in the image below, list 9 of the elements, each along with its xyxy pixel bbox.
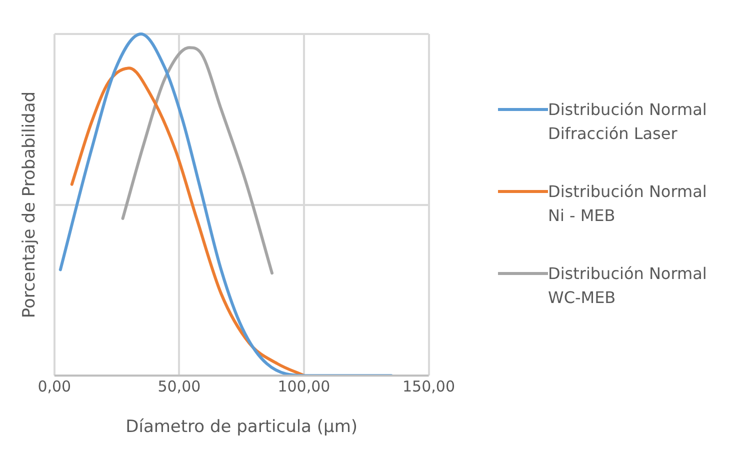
legend-label: Distribución Normal Ni - MEB (548, 181, 708, 227)
x-tick-label: 100,00 (278, 377, 330, 396)
x-tick-label: 150,00 (402, 377, 456, 396)
x-tick-label: 0,00 (38, 377, 72, 396)
y-axis-title: Porcentaje de Probabilidad (20, 91, 40, 318)
legend-label: Distribución Normal Difracción Laser (548, 99, 708, 145)
x-tick-label: 50,00 (158, 377, 201, 396)
x-axis-title: Díametro de particula (µm) (126, 417, 358, 438)
legend-label: Distribución Normal WC-MEB (548, 263, 708, 309)
